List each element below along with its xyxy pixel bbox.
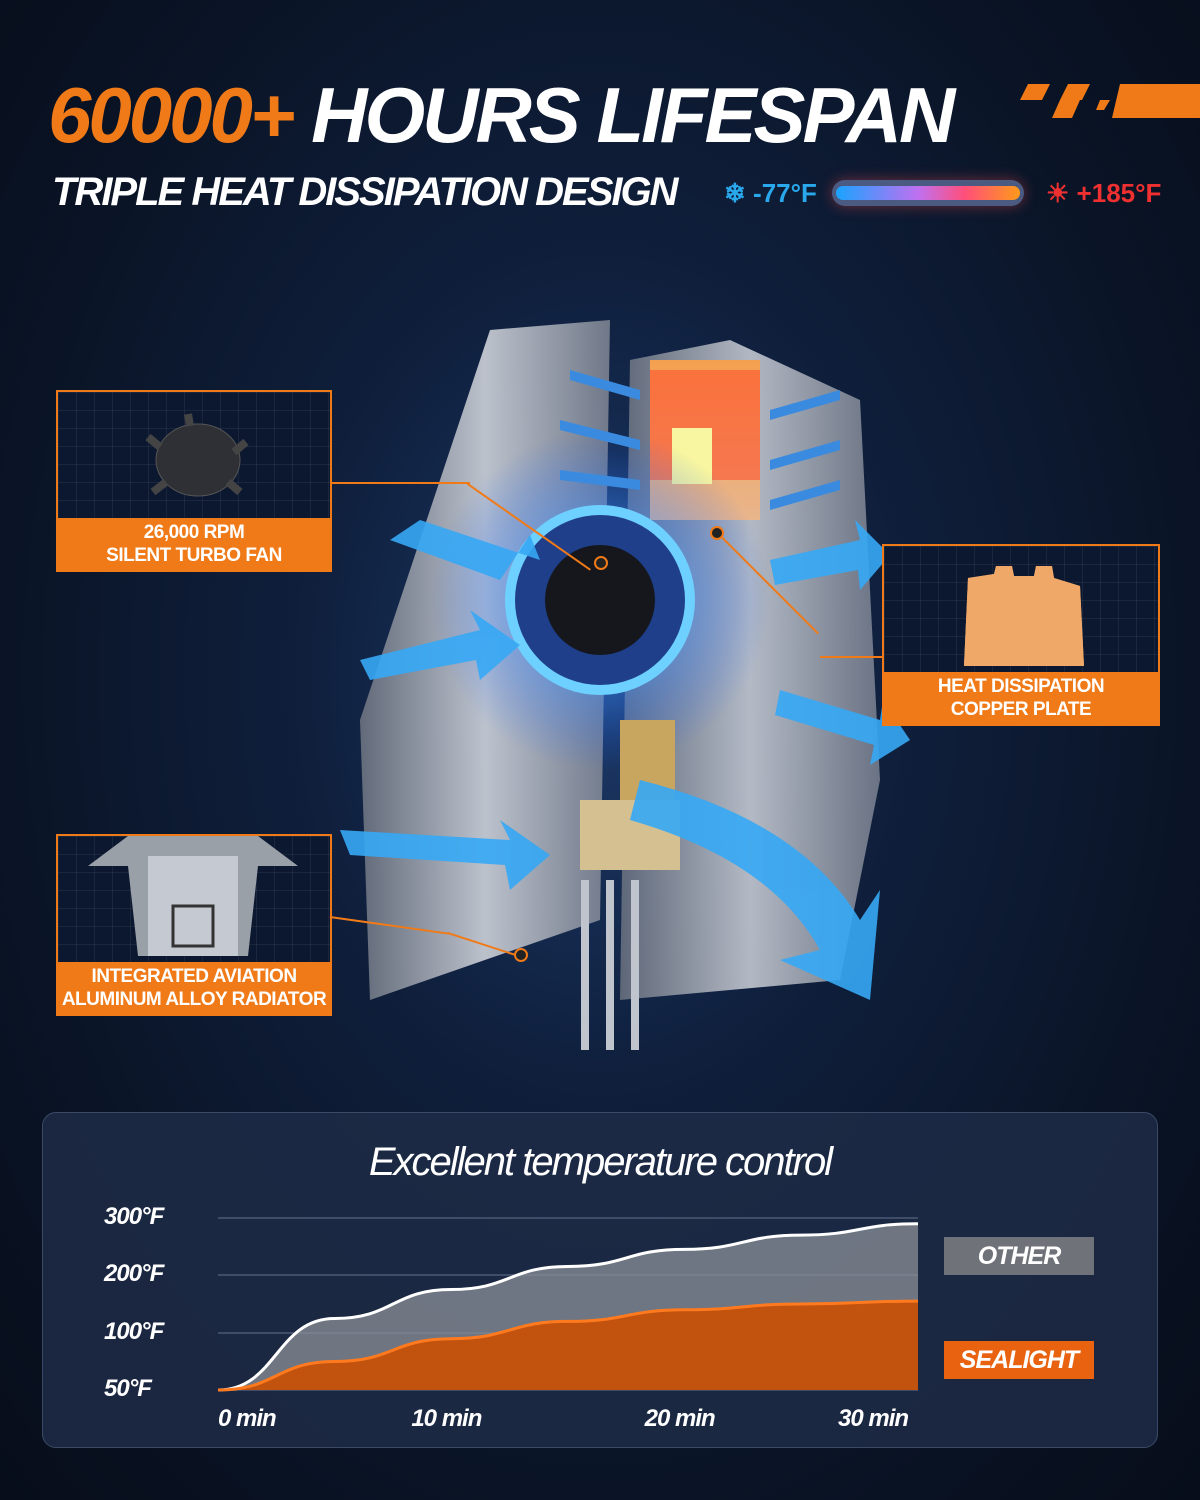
callout-dot [594,556,608,570]
y-tick-label: 100°F [104,1318,164,1345]
x-tick-label: 30 min [838,1405,909,1432]
heat-arrows-right [770,390,840,510]
callout-dot [514,948,528,962]
airflow-arrows [340,520,910,1000]
headlight-bulb-illustration [340,320,910,1050]
y-tick-label: 50°F [104,1375,152,1402]
line-sealight [217,1299,919,1392]
callout-turbo-fan: 26,000 RPM SILENT TURBO FAN [56,390,332,572]
legend-sealight: SEALIGHT [944,1341,1094,1379]
callout-label: HEAT DISSIPATION COPPER PLATE [884,672,1158,724]
callout-dot [710,526,724,540]
y-tick-label: 300°F [104,1203,164,1230]
page-title: 60000+ HOURS LIFESPAN [48,71,955,159]
callout-label: INTEGRATED AVIATION ALUMINUM ALLOY RADIAT… [58,962,330,1014]
x-tick-label: 20 min [644,1405,716,1432]
area-sealight [218,1301,918,1390]
x-tick-label: 10 min [411,1405,482,1432]
x-tick-label: 0 min [218,1405,277,1432]
y-tick-label: 200°F [104,1260,164,1287]
heat-arrows-left [560,370,640,490]
sun-icon: ☀ [1046,178,1070,208]
callout-copper-plate: HEAT DISSIPATION COPPER PLATE [882,544,1160,726]
callout-radiator: INTEGRATED AVIATION ALUMINUM ALLOY RADIAT… [56,834,332,1016]
copper-plate-icon [964,566,1084,666]
connector-line [820,656,882,658]
subtitle: TRIPLE HEAT DISSIPATION DESIGN [52,170,678,214]
callout-label: 26,000 RPM SILENT TURBO FAN [58,518,330,570]
chart-title: Excellent temperature control [368,1140,833,1184]
radiator-icon [88,836,298,956]
temperature-gradient-bar [832,180,1024,206]
fan-icon [145,413,249,497]
legend-other: OTHER [944,1237,1094,1275]
line-other [217,1222,919,1392]
hot-temp: ☀ +185°F [1046,178,1162,208]
cold-temp: ❄ -77°F [724,178,817,208]
checkered-flag-decoration [1020,84,1200,118]
snowflake-icon: ❄ [724,178,746,208]
connector-line [330,482,470,484]
